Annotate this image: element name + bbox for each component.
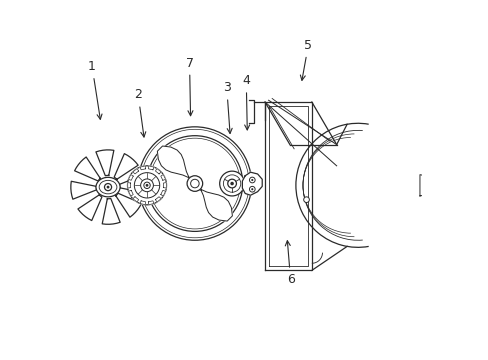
Circle shape [143, 182, 150, 189]
Circle shape [219, 171, 244, 196]
Text: 3: 3 [223, 81, 232, 134]
Polygon shape [133, 168, 138, 174]
Circle shape [249, 177, 255, 183]
Polygon shape [155, 168, 161, 174]
Text: 6: 6 [285, 241, 294, 286]
Polygon shape [163, 183, 166, 188]
Polygon shape [114, 154, 138, 179]
Circle shape [127, 166, 166, 205]
Polygon shape [96, 150, 114, 176]
Polygon shape [161, 175, 165, 180]
Polygon shape [128, 190, 133, 196]
Polygon shape [201, 190, 232, 221]
Polygon shape [102, 198, 120, 224]
Text: 2: 2 [134, 89, 145, 137]
Circle shape [104, 184, 111, 191]
Circle shape [227, 179, 236, 188]
Circle shape [249, 186, 255, 192]
Circle shape [230, 182, 233, 185]
Polygon shape [71, 181, 97, 199]
Text: 1: 1 [88, 60, 102, 119]
Polygon shape [242, 172, 262, 195]
Circle shape [134, 173, 160, 198]
Polygon shape [133, 197, 138, 202]
Circle shape [251, 179, 253, 181]
Circle shape [141, 179, 153, 192]
Circle shape [251, 188, 253, 190]
Text: 5: 5 [300, 39, 312, 80]
Text: 4: 4 [242, 74, 250, 130]
Polygon shape [78, 195, 102, 221]
Polygon shape [119, 175, 145, 193]
Circle shape [145, 184, 148, 187]
Polygon shape [148, 201, 154, 205]
Polygon shape [264, 102, 311, 270]
Polygon shape [128, 175, 133, 180]
Polygon shape [140, 201, 145, 205]
Circle shape [303, 197, 309, 203]
Ellipse shape [96, 177, 120, 197]
Polygon shape [75, 157, 100, 181]
Polygon shape [157, 146, 188, 177]
Circle shape [106, 186, 109, 189]
Circle shape [187, 176, 202, 192]
Polygon shape [127, 183, 130, 188]
Polygon shape [148, 166, 154, 170]
Polygon shape [161, 190, 165, 196]
Polygon shape [155, 197, 161, 202]
Polygon shape [140, 166, 145, 170]
Polygon shape [116, 193, 141, 217]
Text: 7: 7 [185, 57, 193, 116]
Polygon shape [419, 175, 428, 196]
